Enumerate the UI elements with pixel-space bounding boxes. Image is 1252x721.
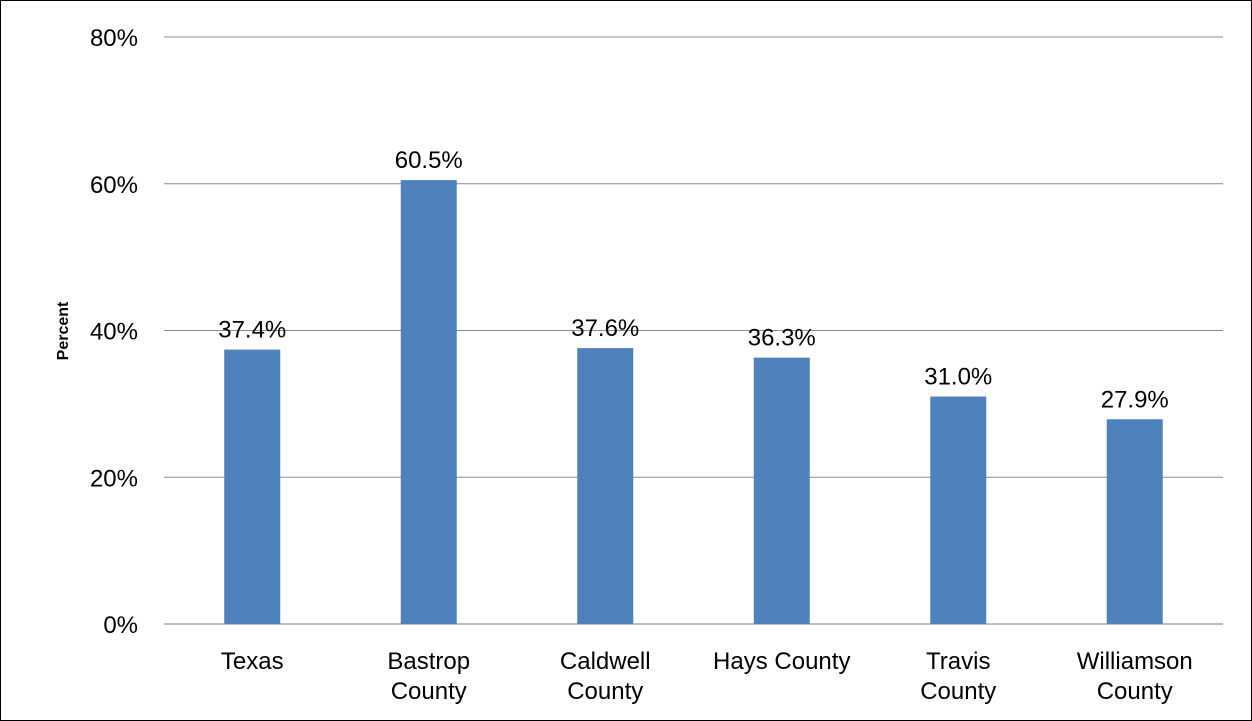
y-axis-ticks: 0% 20% 40% 60% 80% (90, 25, 138, 639)
y-axis-label: Percent (55, 301, 72, 360)
bar-4 (930, 396, 987, 624)
bar-5 (1106, 419, 1163, 624)
category-label-5: Williamson County (1077, 648, 1193, 705)
bar-2 (577, 348, 634, 624)
y-tick-label: 40% (90, 319, 138, 346)
data-label-4: 31.0% (924, 364, 992, 391)
category-label-0: Texas (221, 648, 284, 675)
y-tick-label: 20% (90, 465, 138, 492)
y-tick-label: 80% (90, 25, 138, 52)
data-label-1: 60.5% (395, 147, 463, 174)
bar-3 (753, 357, 810, 624)
gridlines (164, 36, 1223, 625)
data-label-3: 36.3% (748, 325, 816, 352)
bar-0 (224, 349, 281, 624)
category-label-3: Hays County (713, 648, 850, 675)
data-label-0: 37.4% (218, 317, 286, 344)
bars (224, 180, 1163, 625)
category-labels: Texas Bastrop County Caldwell County Hays Cou… (221, 648, 1193, 705)
data-label-2: 37.6% (571, 315, 639, 342)
data-label-5: 27.9% (1101, 386, 1169, 413)
y-tick-label: 60% (90, 172, 138, 199)
category-label-2: Caldwell County (560, 648, 651, 705)
category-label-1: Bastrop County (387, 648, 470, 705)
bar-1 (400, 180, 457, 625)
category-label-4: Travis County (920, 648, 996, 705)
data-labels: 37.4% 60.5% 37.6% 36.3% 31.0% 27.9% (218, 147, 1169, 413)
y-tick-label: 0% (103, 612, 138, 639)
